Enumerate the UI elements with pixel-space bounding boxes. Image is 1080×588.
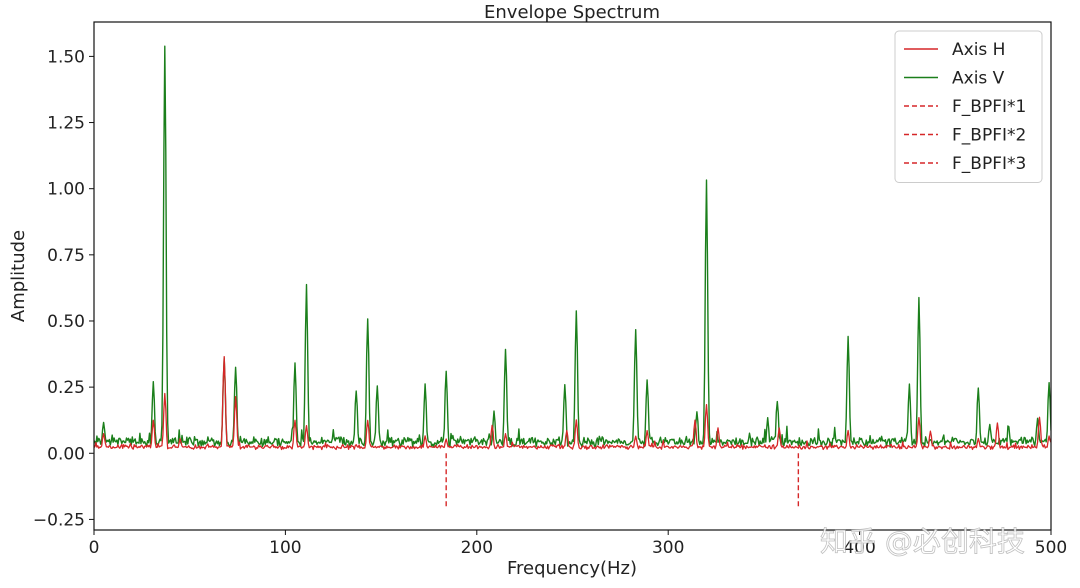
legend: Axis H Axis V F_BPFI*1 F_BPFI*2 F_BPFI*3: [894, 30, 1043, 183]
y-axis: −0.25 0.00 0.25 0.50 0.75 1.00 1.25 1.50: [33, 47, 94, 530]
x-tick-label: 0: [89, 538, 100, 558]
x-tick-label: 400: [843, 538, 875, 558]
legend-label: F_BPFI*1: [952, 97, 1026, 117]
y-axis-label: Amplitude: [8, 230, 29, 322]
series-line-axis-v: [94, 45, 1051, 448]
y-tick-label: 1.25: [47, 114, 85, 134]
y-tick-label: 1.00: [47, 180, 85, 200]
y-tick-label: −0.25: [33, 510, 85, 530]
x-tick-label: 500: [1035, 538, 1067, 558]
x-tick-label: 100: [269, 538, 301, 558]
y-tick-label: 1.50: [47, 47, 85, 67]
series-line-axis-h: [94, 356, 1051, 451]
x-tick-label: 300: [652, 538, 684, 558]
y-tick-label: 0.50: [47, 312, 85, 332]
watermark: 知乎 @必创科技: [820, 525, 1025, 558]
legend-label: Axis V: [952, 69, 1005, 89]
x-axis-label: Frequency(Hz): [507, 558, 637, 579]
x-tick-label: 200: [461, 538, 493, 558]
x-axis: 0 100 200 300 400 500: [89, 530, 1067, 558]
y-tick-label: 0.75: [47, 246, 85, 266]
plot-content: [94, 45, 1051, 507]
legend-label: Axis H: [952, 40, 1005, 60]
legend-label: F_BPFI*2: [952, 126, 1026, 146]
legend-label: F_BPFI*3: [952, 154, 1026, 174]
plot-frame: [93, 21, 1052, 531]
chart-title: Envelope Spectrum: [484, 2, 660, 23]
y-tick-label: 0.25: [47, 378, 85, 398]
y-tick-label: 0.00: [47, 444, 85, 464]
legend-box: [894, 30, 1043, 183]
